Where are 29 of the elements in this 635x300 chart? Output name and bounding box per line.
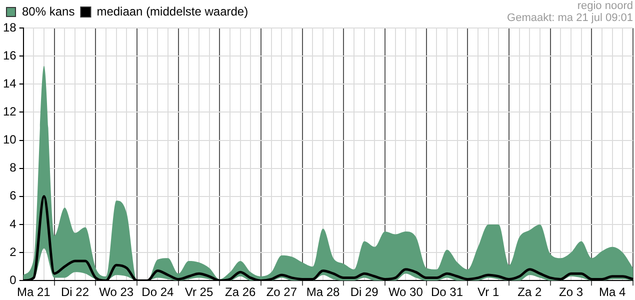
- text: 80% kans: [22, 4, 75, 18]
- text: regio noord: [576, 0, 633, 12]
- x-tick-label: Zo 3: [558, 285, 584, 300]
- x-tick-label: Za 2: [518, 285, 542, 300]
- x-tick-label: Za 26: [225, 285, 256, 300]
- x-tick-label: Wo 23: [99, 285, 134, 300]
- y-tick-label: 4: [10, 216, 17, 231]
- y-tick-label: 6: [10, 188, 17, 203]
- y-tick-label: 14: [2, 76, 17, 90]
- x-tick-label: Ma 28: [306, 285, 340, 300]
- x-tick-label: Vr 25: [184, 285, 214, 300]
- y-tick-label: 16: [2, 48, 17, 62]
- x-tick-label: Di 22: [61, 285, 90, 300]
- text: Gemaakt: ma 21 jul 09:01: [507, 12, 633, 24]
- x-tick-label: Ma 4: [598, 285, 626, 300]
- x-tick-label: Vr 1: [478, 285, 500, 300]
- y-tick-label: 2: [10, 244, 17, 259]
- y-tick-label: 0: [10, 272, 17, 287]
- y-tick-label: 18: [2, 20, 17, 34]
- x-tick-label: Zo 27: [266, 285, 298, 300]
- x-tick-label: Wo 30: [388, 285, 424, 300]
- x-tick-label: Ma 21: [17, 285, 51, 300]
- x-tick-label: Do 24: [142, 285, 174, 300]
- legend-label: mediaan (middelste waarde): [96, 4, 248, 18]
- y-tick-label: 8: [10, 160, 17, 175]
- y-tick-label: 10: [2, 132, 17, 147]
- y-tick-label: 12: [2, 104, 17, 119]
- x-tick-label: Di 29: [350, 285, 379, 300]
- x-tick-label: Do 31: [430, 285, 464, 300]
